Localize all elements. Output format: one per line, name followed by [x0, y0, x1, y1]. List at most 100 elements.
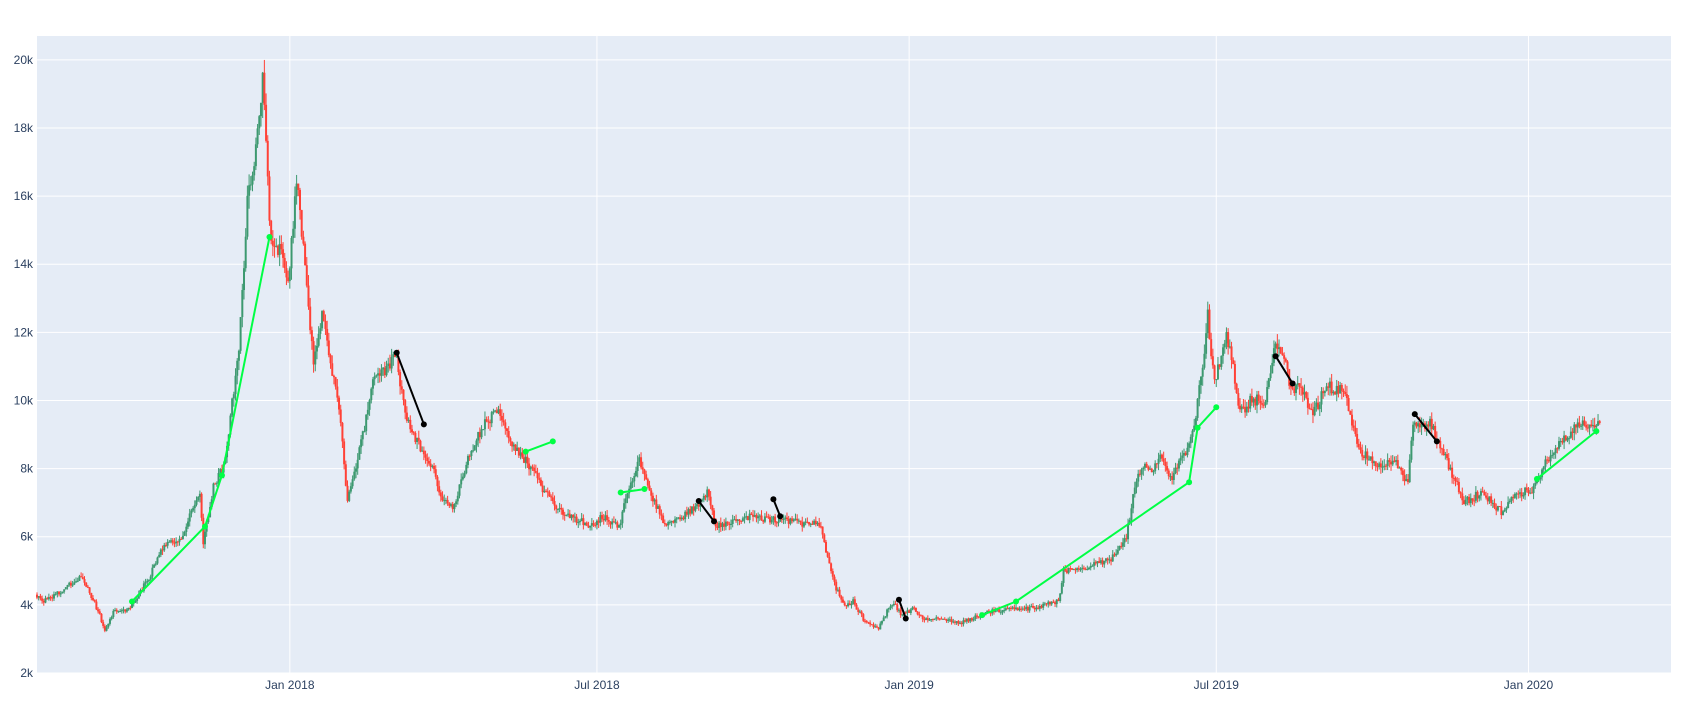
candle-body: [1183, 452, 1186, 456]
candle-body: [383, 367, 386, 376]
candle-body: [601, 515, 604, 519]
candle-body: [529, 466, 532, 470]
candle-body: [1261, 403, 1264, 405]
candle-body: [1222, 347, 1225, 356]
candle-body: [1474, 491, 1477, 501]
candle-body: [159, 549, 162, 555]
candle-body: [91, 597, 94, 600]
candle-body: [1254, 398, 1257, 406]
candle-body: [660, 514, 663, 516]
candle-body: [1534, 482, 1537, 486]
candle-body: [1318, 404, 1321, 409]
candle-body: [385, 365, 388, 376]
candle-body: [668, 521, 671, 523]
candle-body: [582, 518, 585, 525]
candle-body: [356, 459, 359, 469]
candle-body: [1369, 456, 1372, 460]
candle-body: [914, 607, 917, 612]
candle-body: [1184, 452, 1187, 456]
candle-body: [1371, 456, 1374, 464]
candle-body: [299, 189, 302, 211]
candle-body: [952, 621, 955, 623]
candle-body: [623, 503, 626, 512]
candle-body: [1086, 569, 1089, 571]
candle-body: [578, 521, 581, 523]
candle-body: [1099, 560, 1102, 563]
candle-body: [974, 615, 977, 620]
candle-body: [629, 482, 632, 489]
candle-body: [156, 557, 159, 564]
candle-body: [1023, 608, 1026, 610]
candle-body: [1208, 309, 1211, 340]
candle-body: [701, 499, 704, 501]
candle-body: [858, 611, 861, 613]
candle-body: [377, 373, 380, 376]
candle-body: [494, 410, 497, 412]
candle-body: [163, 544, 166, 551]
candle-body: [1166, 466, 1169, 471]
candle-body: [634, 470, 637, 477]
candle-body: [899, 609, 902, 616]
candle-body: [1042, 603, 1045, 608]
candle-body: [1588, 424, 1591, 429]
candle-body: [61, 591, 64, 594]
candle-body: [543, 490, 546, 493]
candle-body: [1244, 407, 1247, 413]
candle-body: [1406, 479, 1409, 483]
candle-body: [243, 268, 246, 291]
candle-body: [658, 506, 661, 515]
candle-body: [1033, 607, 1036, 610]
candle-body: [1323, 390, 1326, 394]
candle-body: [809, 523, 812, 525]
candle-body: [1486, 497, 1489, 502]
candle-body: [51, 597, 54, 599]
candle-body: [102, 622, 105, 626]
candle-body: [592, 523, 595, 525]
candle-body: [562, 509, 565, 515]
candle-body: [1098, 561, 1101, 563]
candle-body: [1050, 601, 1053, 605]
candle-body: [1561, 441, 1564, 443]
candle-body: [534, 471, 537, 473]
candle-body: [1490, 496, 1493, 503]
candle-body: [353, 471, 356, 480]
candle-body: [1328, 381, 1331, 388]
candle-body: [424, 454, 427, 458]
candle-body: [680, 517, 683, 520]
candle-body: [689, 509, 692, 514]
candle-body: [1362, 456, 1365, 459]
candle-body: [1233, 364, 1236, 384]
candle-body: [1391, 460, 1394, 465]
candle-body: [1189, 436, 1192, 444]
candle-body: [976, 615, 979, 617]
candle-body: [1485, 495, 1488, 498]
candle-body: [88, 587, 91, 593]
candle-body: [945, 619, 948, 621]
candle-body: [1210, 339, 1213, 357]
candle-body: [770, 519, 773, 523]
candle-body: [1568, 437, 1571, 439]
candle-body: [843, 602, 846, 606]
candle-body: [1094, 562, 1097, 564]
candle-body: [1223, 343, 1226, 348]
candle-body: [42, 600, 45, 603]
candle-body: [37, 596, 40, 598]
candle-body: [1249, 395, 1252, 409]
candle-body: [808, 522, 811, 525]
candle-body: [765, 516, 768, 518]
plot-background: [37, 36, 1671, 673]
candle-body: [146, 580, 149, 583]
candle-body: [626, 493, 629, 499]
candle-body: [918, 614, 921, 616]
candle-body: [502, 420, 505, 423]
candle-body: [909, 609, 912, 613]
candle-body: [1386, 460, 1389, 466]
candle-body: [358, 447, 361, 460]
candle-body: [1525, 487, 1528, 491]
candle-body: [1128, 520, 1131, 524]
candle-body: [955, 621, 958, 623]
candle-body: [921, 615, 924, 620]
candle-body: [836, 589, 839, 591]
candle-body: [845, 605, 848, 607]
candle-body: [1539, 477, 1542, 480]
